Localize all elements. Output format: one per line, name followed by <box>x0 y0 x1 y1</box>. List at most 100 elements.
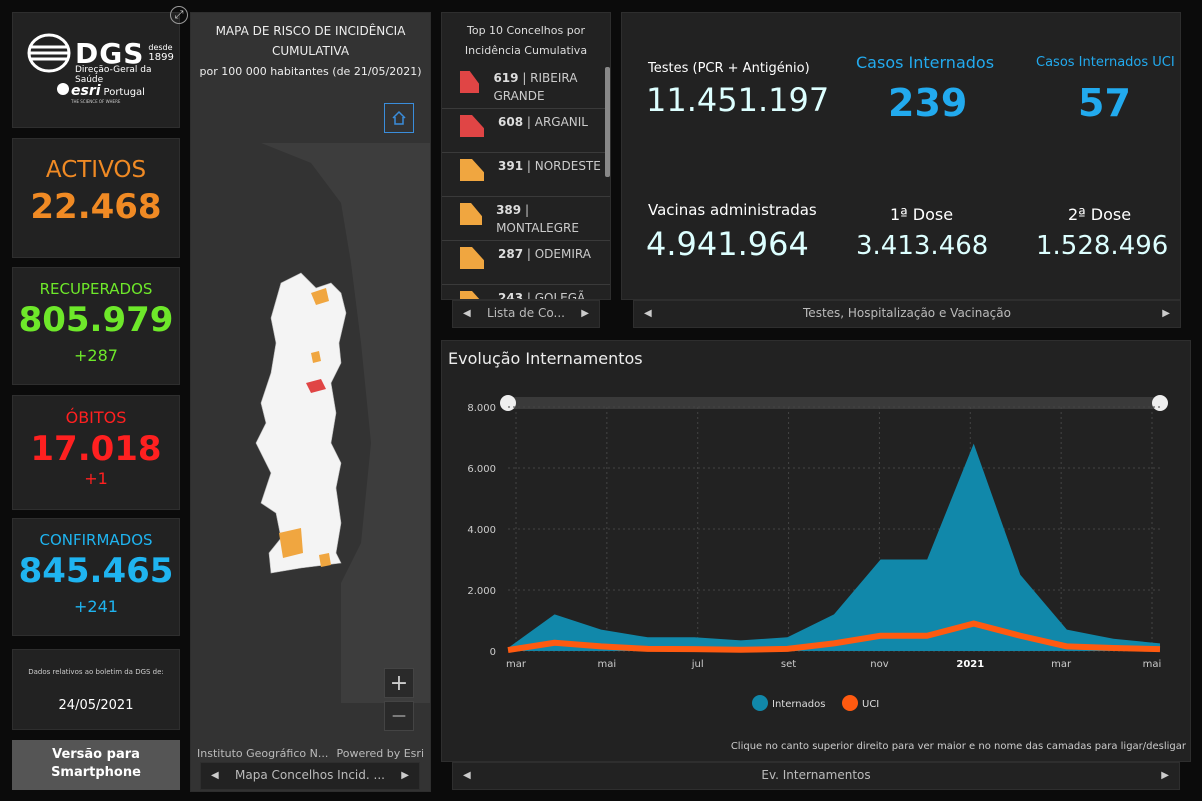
kpi-confirmados-label: CONFIRMADOS <box>39 531 153 549</box>
dose2-label: 2ª Dose <box>1068 205 1132 224</box>
top10-item-text: 389 | MONTALEGRE <box>496 201 606 237</box>
smartphone-button[interactable]: Versão para Smartphone <box>12 740 180 790</box>
top10-item[interactable]: 287 | ODEMIRA <box>442 241 610 285</box>
internamentos-chart[interactable]: 0 2.000 4.000 6.000 8.000 mar mai jul set nov 2021… <box>442 385 1190 725</box>
dose1-value: 3.413.468 <box>856 231 989 261</box>
dose1-label: 1ª Dose <box>890 205 954 224</box>
map-next-arrow[interactable]: ▶ <box>401 769 409 781</box>
separator: | <box>523 115 535 129</box>
kpi-obitos-value: 17.018 <box>30 429 162 469</box>
kpi-obitos-label: ÓBITOS <box>65 408 127 427</box>
map-title-line2: CUMULATIVA <box>271 44 350 58</box>
time-slider-start-handle[interactable] <box>500 395 516 411</box>
vacinas-value: 4.941.964 <box>646 225 809 263</box>
top10-list: 619 | RIBEIRA GRANDE 608 | ARGANIL 391 | N… <box>442 65 610 300</box>
globe-icon <box>27 33 71 73</box>
separator: | <box>518 71 531 85</box>
stats-next-arrow[interactable]: ▶ <box>1162 307 1170 319</box>
y-tick-label: 6.000 <box>467 464 496 475</box>
x-tick-label: set <box>781 659 796 670</box>
top10-item-name: GOLEGÃ <box>534 291 586 300</box>
dgs-since: desde <box>148 43 173 52</box>
kpi-activos: ACTIVOS 22.468 <box>12 138 180 258</box>
zoom-in-button[interactable]: + <box>384 668 414 698</box>
chart-hint: Clique no canto superior direito para ve… <box>730 741 1186 752</box>
x-tick-label: mar <box>506 659 527 670</box>
chart-footer-label[interactable]: Ev. Internamentos <box>761 768 871 782</box>
y-tick-label: 8.000 <box>467 403 496 414</box>
map-prev-arrow[interactable]: ◀ <box>211 769 219 781</box>
bulletin-date: 24/05/2021 <box>58 698 134 713</box>
y-tick-label: 2.000 <box>467 586 496 597</box>
legend-swatch-icon[interactable] <box>752 695 768 711</box>
chart-panel: Evolução Internamentos 0 2.000 4.000 6.000 8… <box>441 340 1191 762</box>
time-slider-end-handle[interactable] <box>1152 395 1168 411</box>
legend-label[interactable]: UCI <box>862 699 879 710</box>
map-footer: ◀ Mapa Concelhos Incid. ... ▶ <box>200 762 420 790</box>
stats-footer-label[interactable]: Testes, Hospitalização e Vacinação <box>803 306 1011 320</box>
esri-logo: esri Portugal <box>57 83 145 99</box>
dgs-year: 1899 <box>148 52 174 63</box>
risk-swatch-icon <box>460 203 483 225</box>
time-slider-track <box>508 397 1162 409</box>
bulletin-panel: Dados relativos ao boletim da DGS de: 24… <box>12 649 180 730</box>
risk-swatch-icon <box>460 247 484 269</box>
top10-scrollbar[interactable] <box>605 67 610 177</box>
portugal-map[interactable] <box>191 143 430 703</box>
home-icon <box>392 110 406 125</box>
risk-swatch-icon <box>460 159 484 181</box>
legend-label[interactable]: Internados <box>772 699 825 710</box>
esri-brand: esri <box>71 83 101 99</box>
map-panel: MAPA DE RISCO DE INCIDÊNCIA CUMULATIVA p… <box>190 12 431 792</box>
chart-next-arrow[interactable]: ▶ <box>1161 769 1169 781</box>
kpi-confirmados-delta: +241 <box>74 597 118 616</box>
series-line-uci <box>507 620 1161 654</box>
top10-item-text: 391 | NORDESTE <box>498 157 601 175</box>
kpi-activos-label: ACTIVOS <box>45 157 147 183</box>
risk-swatch-icon <box>460 291 484 299</box>
top10-item-value: 389 <box>496 203 522 217</box>
kpi-confirmados: CONFIRMADOS 845.465 +241 <box>12 518 180 636</box>
zoom-out-button[interactable]: — <box>384 701 414 731</box>
chart-title: Evolução Internamentos <box>448 349 643 368</box>
separator: | <box>521 203 529 217</box>
kpi-activos-value: 22.468 <box>30 187 162 227</box>
home-button[interactable] <box>384 103 414 133</box>
x-tick-label: mar <box>1051 659 1072 670</box>
x-tick-label: nov <box>870 659 888 670</box>
risk-swatch-icon <box>460 115 484 137</box>
top10-next-arrow[interactable]: ▶ <box>581 307 589 319</box>
kpi-recuperados-label: RECUPERADOS <box>39 280 153 298</box>
top10-item-name: MONTALEGRE <box>496 221 579 235</box>
x-tick-label: jul <box>691 659 704 670</box>
x-tick-label: 2021 <box>956 659 984 670</box>
vacinas-label: Vacinas administradas <box>648 201 817 219</box>
expand-icon[interactable]: ⤢ <box>170 6 188 24</box>
map-footer-label[interactable]: Mapa Concelhos Incid. ... <box>235 768 385 782</box>
testes-label: Testes (PCR + Antigénio) <box>648 61 810 76</box>
stats-prev-arrow[interactable]: ◀ <box>644 307 652 319</box>
top10-item-value: 391 <box>498 159 524 173</box>
esri-globe-icon <box>57 83 69 95</box>
top10-item-text: 608 | ARGANIL <box>498 113 588 131</box>
top10-item-text: 287 | ODEMIRA <box>498 245 591 263</box>
chart-prev-arrow[interactable]: ◀ <box>463 769 471 781</box>
top10-item[interactable]: 243 | GOLEGÃ <box>442 285 610 300</box>
legend-swatch-icon[interactable] <box>842 695 858 711</box>
stats-panel: Testes (PCR + Antigénio) 11.451.197 Caso… <box>621 12 1181 300</box>
map-attribution-right[interactable]: Powered by Esri <box>336 747 424 760</box>
top10-footer-label[interactable]: Lista de Co... <box>487 306 565 320</box>
testes-value: 11.451.197 <box>646 81 830 119</box>
top10-item-name: ODEMIRA <box>534 247 591 261</box>
map-attribution-left: Instituto Geográfico N... <box>197 747 329 760</box>
x-tick-label: mai <box>1143 659 1162 670</box>
separator: | <box>523 291 535 300</box>
top10-item[interactable]: 619 | RIBEIRA GRANDE <box>442 65 610 109</box>
top10-prev-arrow[interactable]: ◀ <box>463 307 471 319</box>
dgs-brand: DGS <box>75 36 145 70</box>
top10-item[interactable]: 608 | ARGANIL <box>442 109 610 153</box>
series-area-internados <box>508 443 1160 651</box>
top10-item[interactable]: 391 | NORDESTE <box>442 153 610 197</box>
top10-item[interactable]: 389 | MONTALEGRE <box>442 197 610 241</box>
dose2-value: 1.528.496 <box>1036 231 1169 261</box>
